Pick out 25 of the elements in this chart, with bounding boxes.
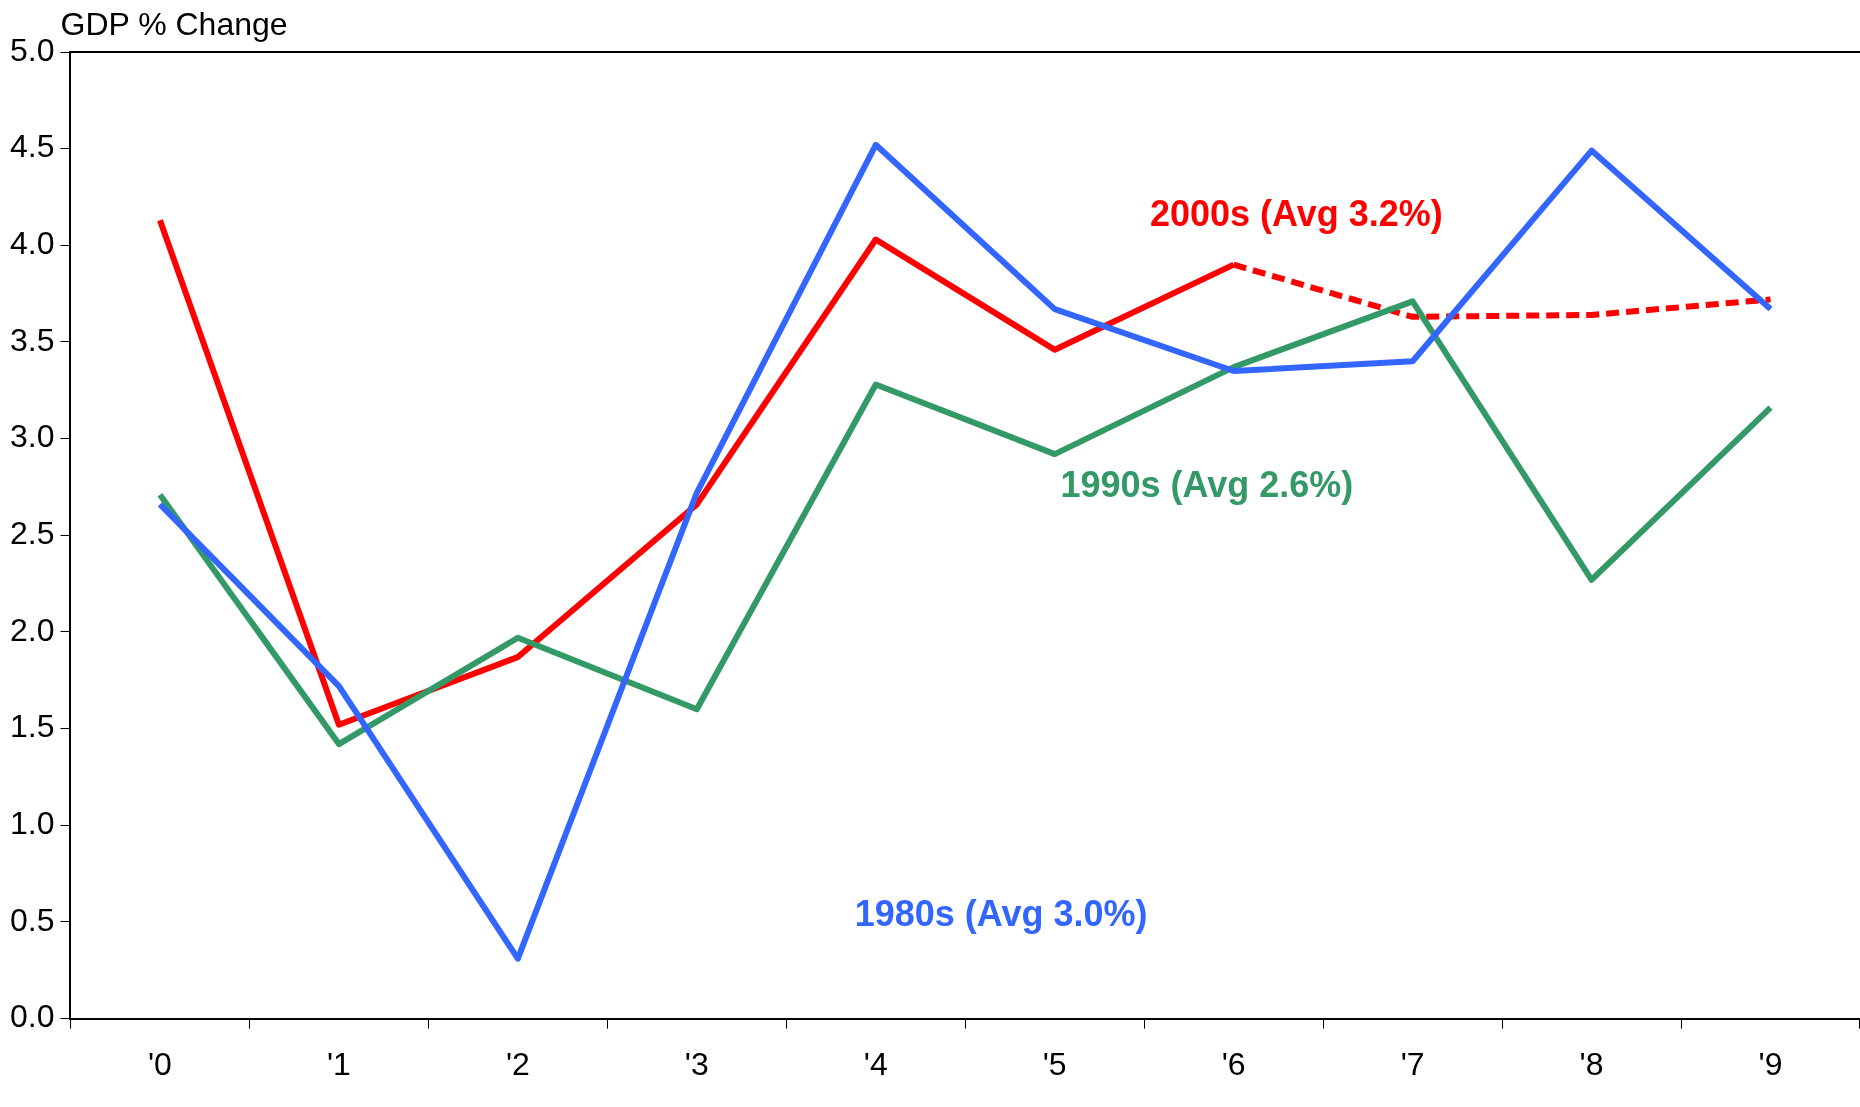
y-tick-label: 2.5 — [10, 515, 55, 552]
x-tick-label: '2 — [505, 1045, 530, 1082]
y-axis-title: GDP % Change — [60, 5, 288, 42]
x-tick-label: '1 — [326, 1045, 351, 1082]
x-tick-label: '3 — [684, 1045, 709, 1082]
x-tick-label: '8 — [1579, 1045, 1604, 1082]
y-tick-label: 2.0 — [10, 611, 55, 648]
text: 1980s (Avg 3.0%) — [854, 893, 1148, 935]
x-tick-label: '5 — [1042, 1045, 1067, 1082]
y-tick-label: 0.5 — [10, 901, 55, 938]
x-tick-label: '6 — [1221, 1045, 1246, 1082]
x-tick-label: '9 — [1758, 1045, 1783, 1082]
y-tick-label: 1.0 — [10, 805, 55, 842]
series-label: 2000s (Avg 3.2%) — [1149, 193, 1443, 235]
y-tick-label: 4.0 — [10, 225, 55, 262]
series-label: 1990s (Avg 2.6%) — [1060, 463, 1354, 505]
y-tick-label: 1.5 — [10, 708, 55, 745]
y-tick-label: 4.5 — [10, 128, 55, 165]
y-tick-label: 3.5 — [10, 321, 55, 358]
x-tick-label: '4 — [863, 1045, 888, 1082]
y-tick-label: 0.0 — [10, 998, 55, 1035]
y-tick-label: 3.0 — [10, 418, 55, 455]
x-tick-label: '7 — [1400, 1045, 1425, 1082]
x-tick-label: '0 — [148, 1045, 172, 1082]
y-tick-label: 5.0 — [10, 31, 55, 68]
